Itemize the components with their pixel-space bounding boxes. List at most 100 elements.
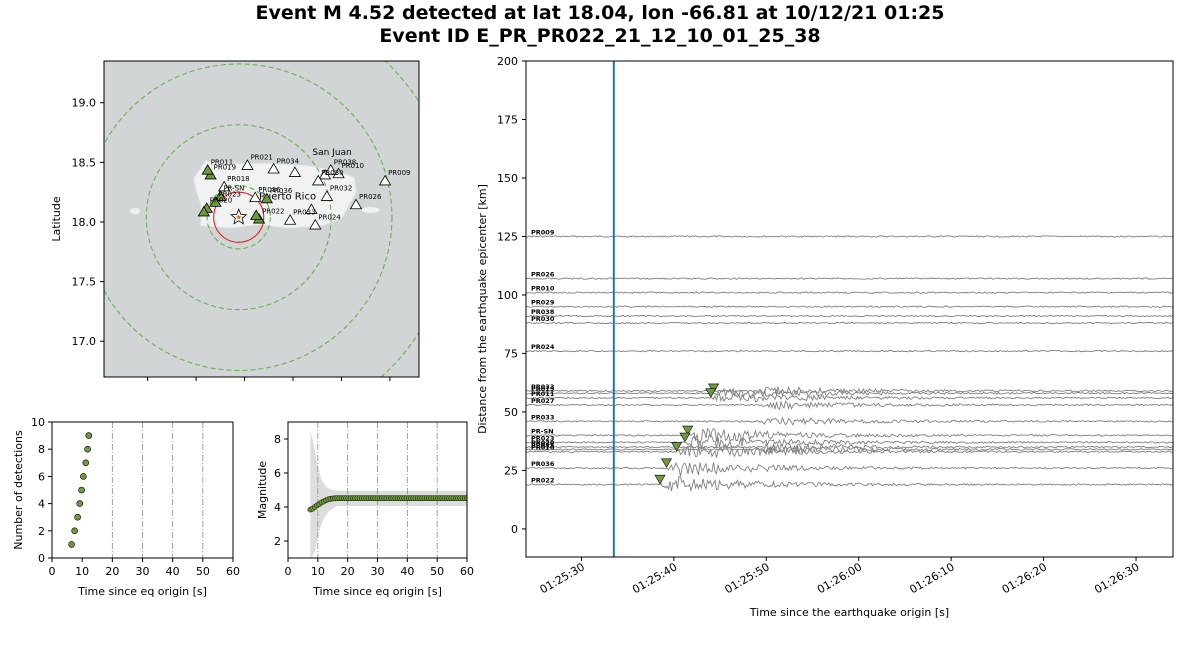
magnitude-ytick-label: 4 <box>274 501 281 514</box>
seismogram-trace <box>526 445 1173 454</box>
traces-ytick-label: 175 <box>497 113 518 126</box>
detection-point <box>68 541 75 548</box>
station-label: PR020 <box>210 197 232 205</box>
seismogram-trace <box>526 416 1173 426</box>
seismogram-trace <box>526 442 1173 454</box>
detections-xtick-label: 30 <box>136 565 150 578</box>
detection-point <box>84 445 91 453</box>
pick-marker <box>705 388 717 398</box>
pick-marker <box>682 425 694 436</box>
distance-ring <box>145 124 332 311</box>
seismogram-trace <box>526 427 1173 444</box>
traces-ytick-label: 200 <box>497 55 518 68</box>
trace-station-label: PR038 <box>531 308 555 316</box>
station-marker <box>249 191 262 203</box>
map-label-san-juan: San Juan <box>312 148 351 158</box>
traces-ytick-label: 50 <box>504 406 518 419</box>
figure-title: Event M 4.52 detected at lat 18.04, lon … <box>0 2 1200 48</box>
trace-station-label: PR-SN <box>531 427 554 435</box>
magnitude-xtick-label: 60 <box>460 565 474 578</box>
station-label: PR026 <box>359 193 382 201</box>
station-label: PR021 <box>250 154 272 162</box>
detection-point <box>71 527 78 535</box>
map-ytick-label: 18.0 <box>72 216 97 229</box>
seismogram-trace <box>526 291 1173 294</box>
traces-xtick-label: 01:25:50 <box>723 560 772 596</box>
detections-ytick-label: 0 <box>38 552 45 565</box>
trace-station-label: PR033 <box>531 413 554 421</box>
station-marker <box>312 174 325 186</box>
station-marker <box>197 205 211 217</box>
station-marker <box>309 218 322 230</box>
detections-ytick-label: 8 <box>38 443 45 456</box>
detections-ylabel: Number of detections <box>12 430 25 550</box>
station-marker <box>214 190 227 201</box>
magnitude-uncertainty-band <box>310 430 467 558</box>
seismogram-trace <box>526 444 1173 458</box>
detections-xlabel: Time since eq origin [s] <box>77 585 207 598</box>
station-marker <box>217 180 231 192</box>
detections-xtick-label: 0 <box>49 565 56 578</box>
trace-station-label: PR020 <box>531 439 555 447</box>
traces-frame <box>525 60 1174 558</box>
map-ytick-label: 18.5 <box>72 156 97 169</box>
station-label: PR019 <box>214 163 236 171</box>
traces-xtick-label: 01:25:30 <box>538 560 587 596</box>
magnitude-xtick-label: 50 <box>430 565 444 578</box>
title-line-1: Event M 4.52 detected at lat 18.04, lon … <box>255 2 945 24</box>
trace-station-label: PR022 <box>531 476 554 484</box>
magnitude-xlabel: Time since eq origin [s] <box>312 585 442 598</box>
detection-point <box>78 486 85 494</box>
magnitude-ytick-label: 2 <box>274 535 281 548</box>
map-frame <box>103 60 420 378</box>
station-label: PR016 <box>258 186 281 194</box>
station-label: PR011 <box>211 159 233 167</box>
detections-panel: 0 10 20 30 40 50 60 0 2 4 6 8 10 Time since eq origin… <box>12 416 240 598</box>
detection-point <box>85 432 93 439</box>
trace-station-label: PR023 <box>531 434 554 442</box>
detections-ytick-label: 2 <box>38 525 45 538</box>
station-label: PR022 <box>262 207 284 215</box>
station-marker <box>283 214 297 225</box>
traces-ytick-label: 100 <box>497 289 518 302</box>
station-label: PR010 <box>342 162 364 170</box>
trace-station-label: PR019 <box>531 385 555 393</box>
traces-xtick-label: 01:25:40 <box>630 560 679 596</box>
pick-marker <box>660 458 673 468</box>
distance-ring <box>206 185 271 250</box>
traces-ytick-label: 25 <box>504 464 518 477</box>
traces-ytick-label: 75 <box>504 347 518 360</box>
station-marker <box>201 164 214 175</box>
seismogram-trace <box>526 314 1173 318</box>
seismogram-trace <box>526 349 1173 353</box>
seismogram-trace <box>526 391 1173 403</box>
traces-xtick-label: 01:26:20 <box>1000 560 1049 596</box>
pick-marker <box>654 474 666 485</box>
detections-xtick-label: 10 <box>75 565 89 578</box>
traces-xlabel: Time since the earthquake origin [s] <box>749 606 949 619</box>
pick-marker <box>671 442 683 452</box>
magnitude-ytick-label: 8 <box>274 433 281 446</box>
seismogram-trace <box>526 434 1173 450</box>
magnitude-xtick-label: 20 <box>341 565 355 578</box>
map-ytick-label: 17.0 <box>72 335 97 348</box>
detections-ytick-label: 10 <box>31 416 45 429</box>
trace-station-label: PR029 <box>531 299 555 307</box>
station-marker <box>324 164 337 175</box>
trace-station-label: PR024 <box>531 343 555 351</box>
detection-point <box>80 473 87 480</box>
pick-marker <box>708 383 720 394</box>
map-ytick-label: 19.0 <box>72 97 97 110</box>
detection-point <box>82 459 90 467</box>
magnitude-content <box>307 422 467 558</box>
station-label: PR023 <box>218 191 240 199</box>
traces-xtick-label: 01:26:10 <box>907 560 956 596</box>
station-label: PR009 <box>388 169 410 177</box>
station-marker <box>241 159 254 170</box>
seismogram-trace <box>526 385 1173 396</box>
epicenter-star-core <box>235 214 242 220</box>
